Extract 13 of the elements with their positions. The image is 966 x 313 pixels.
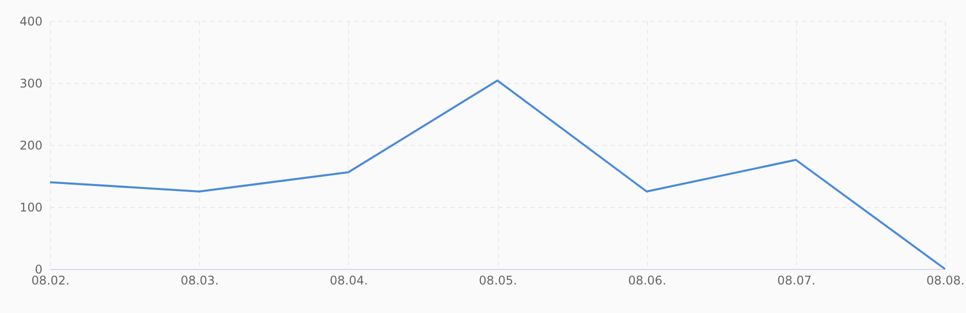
line-series xyxy=(49,80,946,270)
y-tick-label: 0 xyxy=(34,262,42,276)
x-tick-label: 08.08. xyxy=(926,274,965,288)
x-tick-label: 08.05. xyxy=(478,274,518,288)
x-tick-label: 08.02. xyxy=(31,274,70,288)
y-tick-label: 100 xyxy=(20,200,42,214)
y-tick-label: 400 xyxy=(20,14,42,28)
x-tick-label: 08.06. xyxy=(628,274,666,288)
x-tick-label: 08.07. xyxy=(777,274,816,288)
x-tick-label: 08.03. xyxy=(180,274,219,288)
y-tick-label: 200 xyxy=(20,138,42,152)
x-tick-label: 08.04. xyxy=(330,274,368,288)
y-tick-label: 300 xyxy=(20,76,42,90)
